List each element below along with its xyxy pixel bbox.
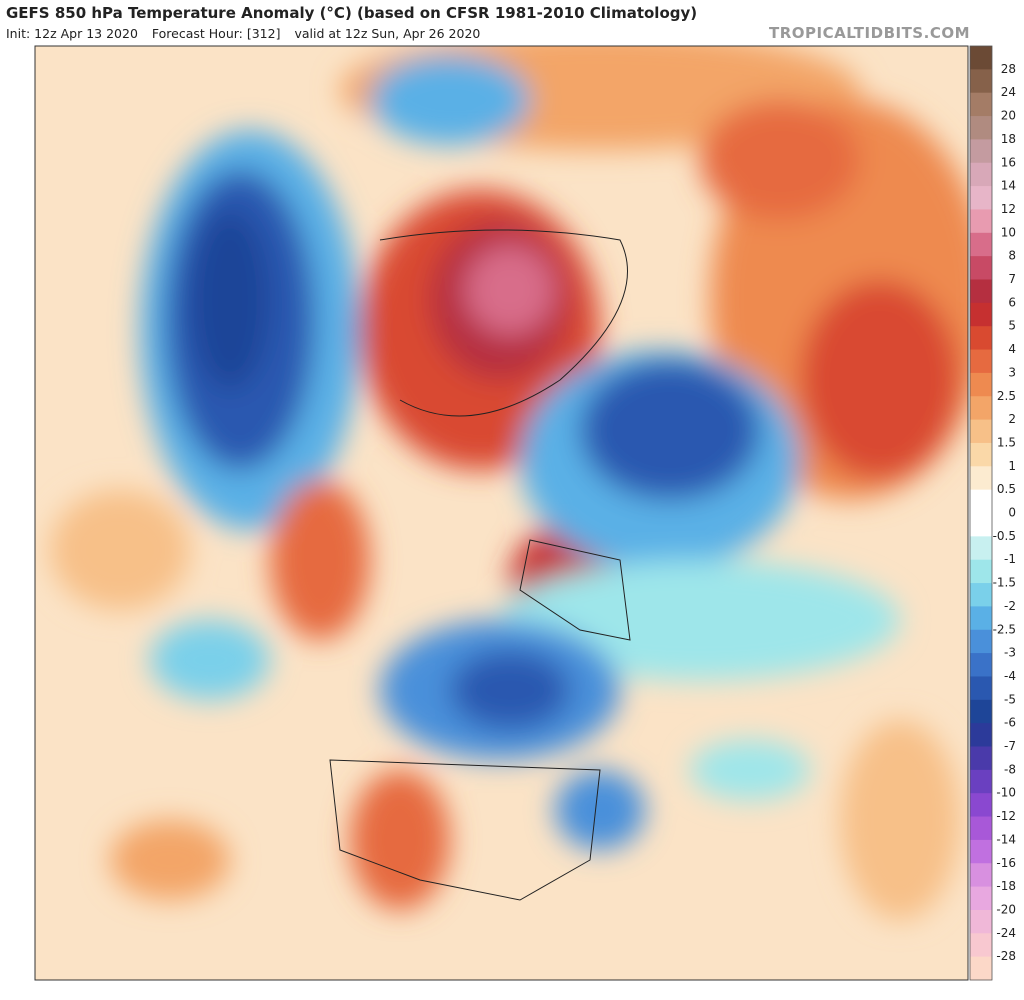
colorbar-label: -1.5 <box>993 576 1016 590</box>
colorbar-swatch <box>970 909 992 934</box>
init: Init: 12z Apr 13 2020 <box>6 26 138 41</box>
colorbar-swatch <box>970 769 992 794</box>
anomaly-field <box>35 46 968 980</box>
colorbar-swatch <box>970 162 992 187</box>
colorbar: 28 24 20 18 16 14 12 10 8 7 6 5 4 3 2.5 2 1.5 1 0.5 0 -0.5 -1… <box>969 45 1016 981</box>
colorbar-label: 12 <box>1001 202 1016 216</box>
colorbar-label: -3 <box>1004 646 1016 660</box>
colorbar-swatch <box>970 933 992 958</box>
colorbar-swatch <box>970 69 992 94</box>
colorbar-swatch <box>970 326 992 351</box>
colorbar-swatch <box>970 816 992 841</box>
colorbar-swatch <box>970 232 992 257</box>
colorbar-label: -7 <box>1004 739 1016 753</box>
colorbar-label: 2.5 <box>997 389 1016 403</box>
colorbar-label: 10 <box>1001 225 1016 239</box>
colorbar-label: -6 <box>1004 716 1016 730</box>
colorbar-swatch <box>970 793 992 818</box>
title: GEFS 850 hPa Temperature Anomaly (°C) (b… <box>6 4 698 22</box>
colorbar-swatch <box>970 442 992 467</box>
colorbar-label: -16 <box>996 856 1016 870</box>
colorbar-swatch <box>970 583 992 607</box>
colorbar-label: -12 <box>996 809 1016 823</box>
colorbar-label: -2.5 <box>993 622 1016 636</box>
forecast-hour: Forecast Hour: [312] <box>151 26 281 41</box>
colorbar-label: -1 <box>1004 552 1016 566</box>
colorbar-label: -5 <box>1004 692 1016 706</box>
colorbar-swatch <box>970 746 992 771</box>
valid-time: valid at 12z Sun, Apr 26 2020 <box>294 26 481 41</box>
colorbar-label: -20 <box>996 902 1016 916</box>
colorbar-label: 24 <box>1001 85 1016 99</box>
colorbar-label: 6 <box>1008 295 1016 309</box>
colorbar-swatch <box>970 279 992 304</box>
colorbar-label: 4 <box>1008 342 1016 356</box>
colorbar-label: 1 <box>1008 459 1016 473</box>
colorbar-label: -4 <box>1004 669 1016 683</box>
colorbar-label: 1.5 <box>997 435 1016 449</box>
colorbar-label: -28 <box>996 949 1016 963</box>
colorbar-swatch <box>970 606 992 631</box>
colorbar-swatch <box>970 349 992 374</box>
colorbar-label: 28 <box>1001 62 1016 76</box>
colorbar-swatch <box>970 489 992 514</box>
colorbar-swatch <box>970 116 992 140</box>
colorbar-swatch <box>970 863 992 888</box>
watermark: TROPICALTIDBITS.COM <box>769 24 970 42</box>
colorbar-swatch <box>970 372 992 397</box>
colorbar-swatch <box>970 466 992 491</box>
colorbar-label: 7 <box>1008 272 1016 286</box>
colorbar-label: 20 <box>1001 109 1016 123</box>
colorbar-label: -2 <box>1004 599 1016 613</box>
colorbar-label: -24 <box>996 926 1016 940</box>
colorbar-label: 0 <box>1008 506 1016 520</box>
colorbar-swatch <box>970 536 992 561</box>
colorbar-label: 8 <box>1008 249 1016 263</box>
colorbar-swatch <box>970 139 992 164</box>
colorbar-swatch <box>970 699 992 724</box>
colorbar-label: -10 <box>996 786 1016 800</box>
colorbar-swatch <box>970 256 992 280</box>
colorbar-frame <box>969 45 993 981</box>
colorbar-swatch <box>970 186 992 210</box>
colorbar-swatch <box>970 92 992 117</box>
colorbar-label: 5 <box>1008 319 1016 333</box>
colorbar-swatch <box>970 302 992 327</box>
colorbar-swatch <box>970 839 992 864</box>
colorbar-swatch <box>970 419 992 444</box>
colorbar-swatch <box>970 209 992 234</box>
colorbar-label: -14 <box>996 832 1016 846</box>
colorbar-label: 0.5 <box>997 482 1016 496</box>
colorbar-swatch <box>970 723 992 747</box>
colorbar-label: 2 <box>1008 412 1016 426</box>
subtitle: Init: 12z Apr 13 2020 Forecast Hour: [312… <box>6 26 494 41</box>
colorbar-swatch <box>970 396 992 421</box>
colorbar-swatch <box>970 46 992 70</box>
colorbar-swatch <box>970 653 992 677</box>
colorbar-swatch <box>970 956 992 981</box>
colorbar-label: 16 <box>1001 155 1016 169</box>
colorbar-swatch <box>970 886 992 911</box>
colorbar-label: 3 <box>1008 365 1016 379</box>
colorbar-label: -18 <box>996 879 1016 893</box>
colorbar-swatch <box>970 559 992 584</box>
colorbar-swatch <box>970 629 992 654</box>
colorbar-label: 14 <box>1001 179 1016 193</box>
colorbar-label: 18 <box>1001 132 1016 146</box>
colorbar-label: -0.5 <box>993 529 1016 543</box>
colorbar-swatch <box>970 676 992 701</box>
colorbar-label: -8 <box>1004 762 1016 776</box>
colorbar-swatch <box>970 513 992 537</box>
